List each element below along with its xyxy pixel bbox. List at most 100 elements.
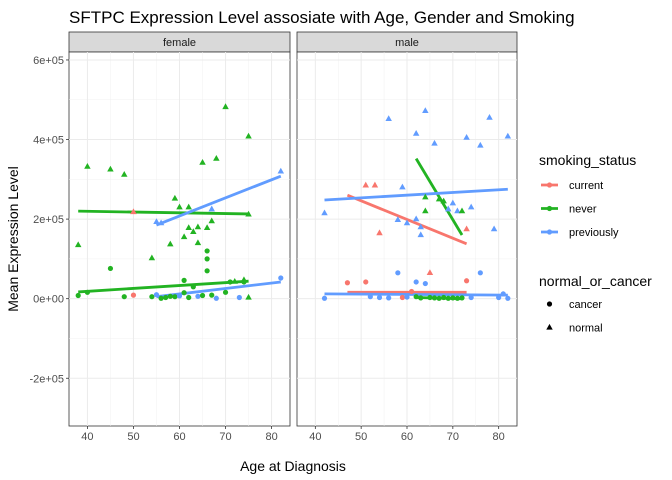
legend-label-current: current	[569, 180, 603, 192]
legend-label-never: never	[569, 204, 597, 216]
point-cancer-never	[121, 294, 127, 300]
point-cancer-never	[441, 294, 447, 301]
point-cancer-previously	[404, 294, 410, 300]
point-normal-current	[463, 225, 470, 232]
x-tick-label: 60	[173, 431, 185, 443]
point-cancer-never	[427, 294, 433, 301]
point-normal-previously	[417, 231, 424, 238]
point-normal-current	[426, 269, 434, 275]
point-cancer-never	[413, 294, 419, 300]
point-normal-never	[245, 293, 252, 300]
point-normal-never	[171, 194, 179, 201]
point-normal-current	[362, 181, 369, 188]
point-normal-previously	[153, 218, 160, 225]
point-cancer-previously	[413, 279, 419, 285]
point-cancer-never	[445, 295, 451, 301]
x-tick-label: 70	[447, 431, 459, 443]
point-cancer-previously	[195, 293, 201, 299]
point-normal-current	[130, 208, 137, 215]
point-normal-never	[194, 223, 202, 230]
point-normal-current	[371, 181, 379, 188]
point-normal-previously	[431, 139, 438, 146]
y-axis-title: Mean Expression Level	[5, 166, 21, 312]
point-cancer-never	[167, 293, 173, 299]
point-cancer-current	[130, 292, 137, 298]
trend-lines-female	[78, 174, 282, 299]
point-normal-previously	[454, 207, 461, 214]
legend-title-smoking-status: smoking_status	[539, 152, 636, 168]
point-cancer-never	[163, 294, 169, 301]
x-ticks-male: 40 50 60 70 80	[309, 426, 505, 443]
point-normal-never	[180, 233, 188, 240]
strip-label-male: male	[395, 37, 419, 49]
legend-key-point-previously	[546, 229, 553, 235]
panel-male: male 40 50 60 70 80	[296, 31, 518, 443]
point-cancer-previously	[278, 275, 284, 281]
point-cancer-previously	[500, 291, 506, 297]
point-cancer-never	[431, 295, 438, 301]
point-normal-previously	[504, 132, 512, 139]
trend-line-never	[78, 209, 249, 216]
x-tick-label: 50	[355, 431, 367, 443]
point-normal-previously	[490, 225, 498, 232]
point-normal-never	[222, 103, 229, 110]
point-cancer-previously	[376, 294, 383, 301]
trend-line-previously	[324, 187, 508, 202]
point-normal-never	[458, 207, 466, 214]
point-normal-current	[376, 229, 383, 236]
point-normal-previously	[321, 209, 328, 216]
point-cancer-never	[459, 295, 465, 301]
point-normal-never	[245, 132, 252, 139]
point-normal-previously	[422, 107, 429, 114]
point-cancer-current	[363, 279, 369, 285]
point-cancer-never	[186, 294, 192, 301]
point-normal-previously	[394, 216, 402, 223]
y-tick-label: -2e+05	[29, 373, 64, 385]
point-cancer-never	[199, 292, 206, 299]
legend-key-point-never	[546, 205, 553, 212]
point-cancer-never	[204, 268, 210, 274]
chart-title: SFTPC Expression Level assosiate with Ag…	[69, 8, 575, 27]
points-female	[74, 103, 285, 301]
point-normal-previously	[463, 133, 470, 140]
point-cancer-previously	[153, 292, 160, 298]
point-cancer-previously	[468, 294, 474, 301]
point-cancer-previously	[395, 270, 401, 276]
point-cancer-never	[172, 294, 178, 300]
point-cancer-current	[399, 294, 406, 301]
point-cancer-previously	[505, 295, 511, 301]
point-normal-previously	[449, 199, 457, 206]
x-tick-label: 50	[127, 431, 139, 443]
point-cancer-never	[222, 289, 229, 295]
y-tick-label: 4e+05	[33, 135, 64, 147]
point-cancer-never	[107, 265, 114, 272]
x-tick-label: 40	[309, 431, 321, 443]
legend-label-cancer: cancer	[569, 299, 602, 311]
point-normal-never	[194, 239, 202, 246]
point-normal-never	[74, 241, 82, 248]
y-tick-label: 0e+00	[33, 294, 64, 306]
point-normal-previously	[417, 223, 424, 230]
point-cancer-previously	[496, 294, 502, 301]
point-cancer-previously	[236, 294, 242, 301]
point-normal-never	[121, 170, 128, 177]
point-normal-never	[435, 195, 443, 202]
x-tick-label: 80	[493, 431, 505, 443]
legend-key-normal	[546, 323, 553, 330]
strip-label-female: female	[163, 37, 196, 49]
point-cancer-never	[84, 289, 91, 295]
point-normal-previously	[277, 167, 285, 174]
point-normal-previously	[157, 219, 165, 226]
point-cancer-current	[344, 280, 351, 286]
point-cancer-previously	[213, 295, 219, 301]
point-normal-never	[185, 203, 192, 210]
point-normal-never	[440, 197, 447, 204]
legend-label-normal: normal	[569, 323, 603, 335]
point-cancer-never	[418, 295, 424, 301]
point-normal-previously	[412, 129, 420, 136]
y-tick-label: 6e+05	[33, 55, 64, 67]
point-normal-previously	[399, 183, 406, 190]
point-normal-never	[84, 162, 91, 169]
legend-key-cancer	[546, 301, 553, 307]
